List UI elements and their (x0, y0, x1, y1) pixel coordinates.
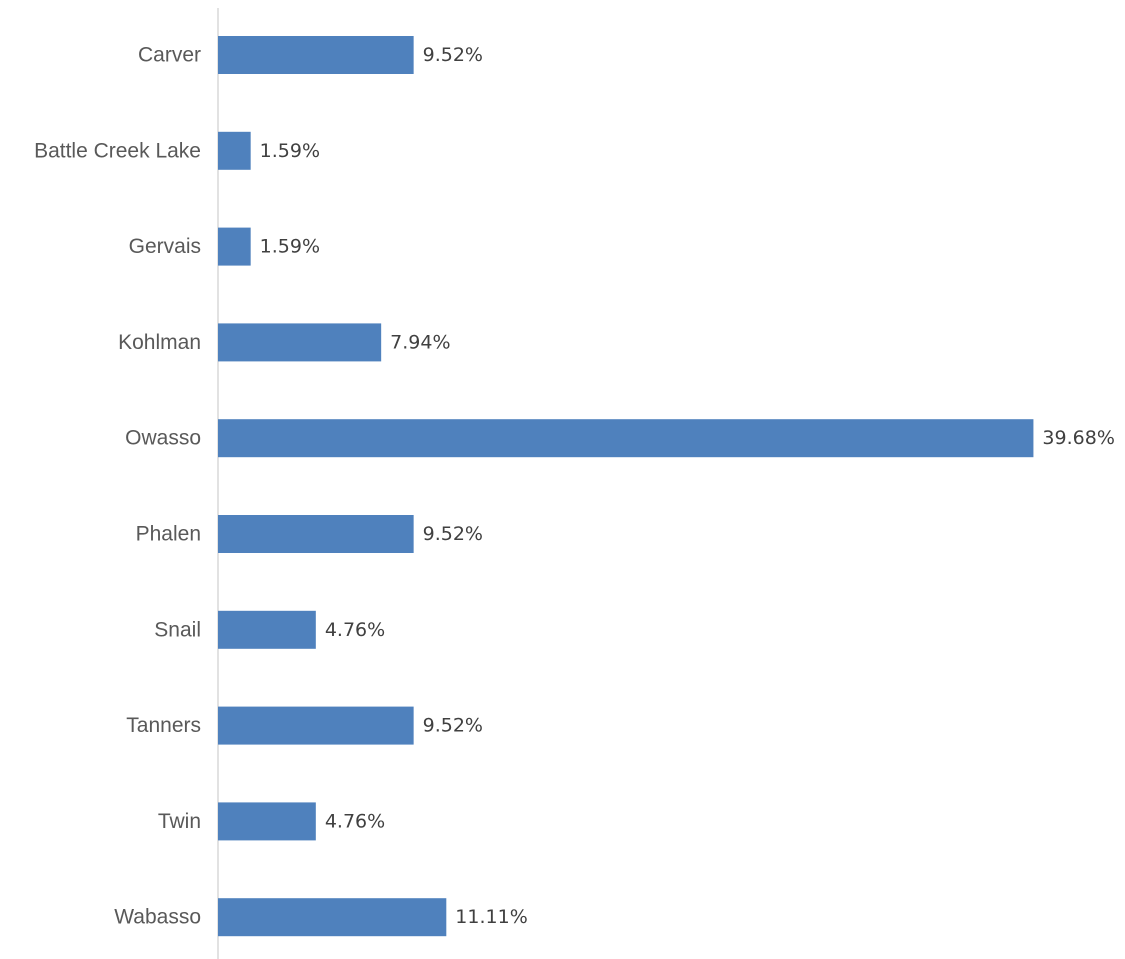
category-label-snail: Snail (154, 618, 201, 641)
bar-snail (218, 610, 316, 649)
bar-kohlman (218, 323, 382, 362)
bars-group (218, 36, 1034, 937)
bar-owasso (218, 419, 1034, 458)
value-label-owasso: 39.68% (1042, 427, 1114, 449)
value-label-gervais: 1.59% (260, 236, 320, 258)
value-label-carver: 9.52% (423, 44, 483, 66)
bar-gervais (218, 227, 251, 266)
value-label-tanners: 9.52% (423, 715, 483, 737)
category-label-gervais: Gervais (129, 235, 201, 258)
value-label-snail: 4.76% (325, 619, 385, 641)
category-label-kohlman: Kohlman (118, 331, 201, 354)
category-label-carver: Carver (138, 44, 201, 67)
category-label-tanners: Tanners (126, 714, 201, 737)
value-labels-group: 9.52% 1.59% 1.59% 7.94% 39.68% 9.52% 4.76% 9.52… (260, 44, 1115, 928)
bar-carver (218, 36, 414, 74)
category-label-phalen: Phalen (136, 523, 201, 546)
value-label-twin: 4.76% (325, 810, 385, 832)
category-labels-group: Carver Battle Creek Lake Gervais Kohlman Owa… (34, 44, 201, 929)
value-label-kohlman: 7.94% (390, 331, 450, 353)
category-label-owasso: Owasso (125, 427, 201, 450)
bar-battle-creek-lake (218, 131, 251, 170)
value-label-wabasso: 11.11% (455, 906, 527, 928)
bar-wabasso (218, 898, 447, 937)
value-label-battle-creek-lake: 1.59% (260, 140, 320, 162)
bar-twin (218, 802, 316, 841)
bar-tanners (218, 706, 414, 745)
category-label-battle-creek-lake: Battle Creek Lake (34, 139, 201, 162)
value-label-phalen: 9.52% (423, 523, 483, 545)
bar-phalen (218, 515, 414, 553)
category-label-twin: Twin (158, 810, 201, 833)
category-label-wabasso: Wabasso (114, 906, 201, 929)
